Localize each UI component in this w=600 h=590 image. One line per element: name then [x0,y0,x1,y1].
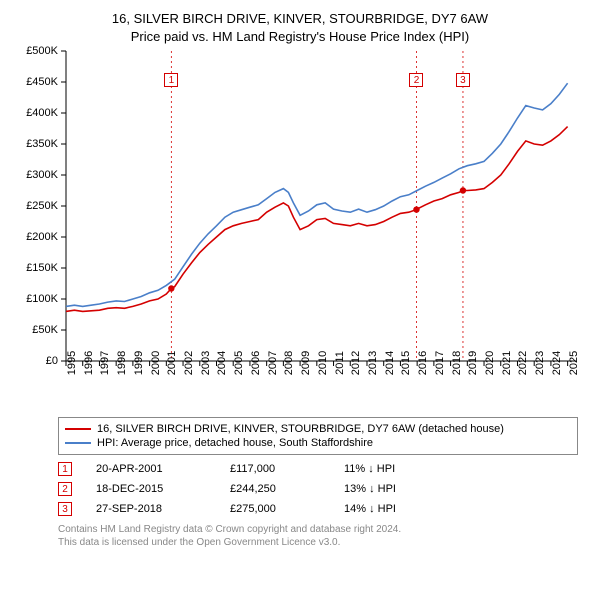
sales-date: 18-DEC-2015 [96,483,206,495]
sale-marker-box: 1 [164,73,178,87]
attribution-line1: Contains HM Land Registry data © Crown c… [58,523,578,536]
chart-container: 16, SILVER BIRCH DRIVE, KINVER, STOURBRI… [10,10,590,549]
x-axis-label: 2022 [517,351,529,375]
x-axis-label: 2010 [317,351,329,375]
title-block: 16, SILVER BIRCH DRIVE, KINVER, STOURBRI… [10,10,590,45]
plot-area: £0 £50K £100K £150K £200K £250K £300K £350K £400… [20,51,580,411]
sales-price: £117,000 [230,463,320,475]
x-axis-label: 2007 [267,351,279,375]
legend-swatch [65,442,91,444]
sales-table: 1 20-APR-2001 £117,000 11% ↓ HPI 2 18-DEC-201… [58,459,578,519]
x-axis-label: 2015 [400,351,412,375]
x-axis-label: 2024 [551,351,563,375]
x-axis-label: 2003 [200,351,212,375]
x-axis-label: 2001 [166,351,178,375]
y-axis-label: £500K [26,45,58,57]
y-axis-label: £350K [26,138,58,150]
x-axis-label: 2002 [183,351,195,375]
y-axis-label: £200K [26,231,58,243]
x-axis-label: 2016 [417,351,429,375]
x-axis-label: 2012 [350,351,362,375]
y-axis-label: £300K [26,169,58,181]
x-axis-label: 1999 [133,351,145,375]
sales-row: 1 20-APR-2001 £117,000 11% ↓ HPI [58,459,578,479]
sales-price: £275,000 [230,503,320,515]
legend-label: 16, SILVER BIRCH DRIVE, KINVER, STOURBRI… [97,423,504,435]
x-axis-label: 2008 [283,351,295,375]
y-axis-label: £150K [26,262,58,274]
x-axis-label: 2021 [501,351,513,375]
x-axis-label: 1997 [99,351,111,375]
legend-row: HPI: Average price, detached house, Sout… [65,436,571,450]
x-axis-label: 2004 [216,351,228,375]
sales-row: 3 27-SEP-2018 £275,000 14% ↓ HPI [58,499,578,519]
x-axis-label: 2025 [568,351,580,375]
sales-marker: 2 [58,482,72,496]
y-axis-label: £0 [46,355,58,367]
sales-diff: 14% ↓ HPI [344,503,444,515]
legend-row: 16, SILVER BIRCH DRIVE, KINVER, STOURBRI… [65,422,571,436]
x-axis-label: 2019 [467,351,479,375]
plot-svg [66,51,576,361]
attribution: Contains HM Land Registry data © Crown c… [58,523,578,549]
x-axis-label: 2000 [150,351,162,375]
legend-swatch [65,428,91,430]
attribution-line2: This data is licensed under the Open Gov… [58,536,578,549]
legend-box: 16, SILVER BIRCH DRIVE, KINVER, STOURBRI… [58,417,578,455]
sale-marker-box: 2 [409,73,423,87]
sales-diff: 13% ↓ HPI [344,483,444,495]
title-subtitle: Price paid vs. HM Land Registry's House … [10,28,590,46]
y-axis-label: £50K [32,324,58,336]
x-axis-label: 2014 [384,351,396,375]
title-address: 16, SILVER BIRCH DRIVE, KINVER, STOURBRI… [10,10,590,28]
y-axis-label: £400K [26,107,58,119]
sales-marker: 3 [58,502,72,516]
sales-diff: 11% ↓ HPI [344,463,444,475]
x-axis-label: 2020 [484,351,496,375]
x-axis-label: 1995 [66,351,78,375]
y-axis-label: £100K [26,293,58,305]
x-axis-label: 1996 [83,351,95,375]
x-axis-label: 2013 [367,351,379,375]
x-axis-label: 2006 [250,351,262,375]
x-axis-label: 2018 [451,351,463,375]
y-axis-label: £250K [26,200,58,212]
sale-marker-box: 3 [456,73,470,87]
x-axis-label: 2017 [434,351,446,375]
sales-price: £244,250 [230,483,320,495]
sales-date: 27-SEP-2018 [96,503,206,515]
legend-label: HPI: Average price, detached house, Sout… [97,437,373,449]
x-axis-label: 2005 [233,351,245,375]
x-axis-label: 2009 [300,351,312,375]
x-axis-label: 2023 [534,351,546,375]
sales-row: 2 18-DEC-2015 £244,250 13% ↓ HPI [58,479,578,499]
sales-marker: 1 [58,462,72,476]
y-axis-label: £450K [26,76,58,88]
x-axis-label: 2011 [334,351,346,375]
sales-date: 20-APR-2001 [96,463,206,475]
x-axis-label: 1998 [116,351,128,375]
